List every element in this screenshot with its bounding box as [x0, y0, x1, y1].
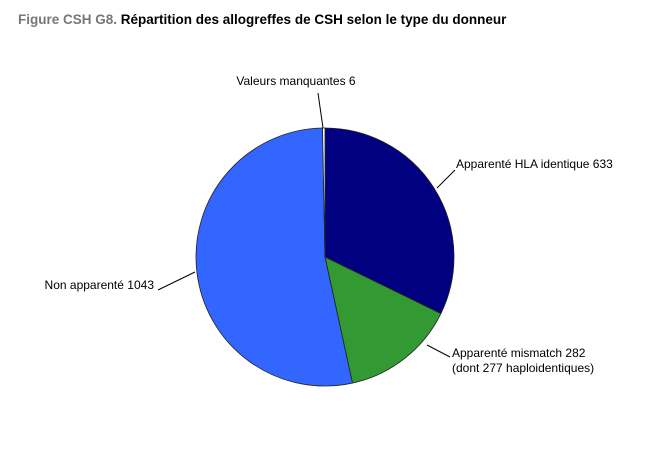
value-label: 6 — [349, 74, 356, 88]
value-label: 1043 — [127, 278, 154, 292]
value-label: 282 — [565, 346, 585, 360]
category-label: Non apparenté — [45, 278, 125, 292]
slice-label: Non apparenté 1043 — [45, 278, 155, 292]
slice-label: Apparenté HLA identique 633 — [456, 157, 613, 171]
leader-line — [317, 92, 324, 129]
pie-slice — [324, 127, 455, 315]
slice-label: Apparenté mismatch 282 — [452, 346, 586, 360]
slice-label: Valeurs manquantes 6 — [236, 74, 356, 88]
pie-slice — [195, 127, 353, 387]
category-label: Apparenté mismatch — [452, 346, 562, 360]
value-label: 633 — [593, 157, 613, 171]
category-label: Apparenté HLA identique — [456, 157, 590, 171]
chart-title: Répartition des allogreffes de CSH selon… — [121, 12, 507, 27]
figure-label: Figure CSH G8. — [18, 12, 117, 27]
leader-line — [157, 271, 196, 291]
pie-slice — [324, 256, 442, 384]
category-label: Valeurs manquantes — [236, 74, 345, 88]
leader-line — [436, 169, 456, 189]
value-note: (dont 277 haploidentiques) — [452, 361, 594, 375]
leader-line — [426, 344, 451, 358]
chart-title-line: Figure CSH G8. Répartition des allogreff… — [18, 12, 507, 27]
